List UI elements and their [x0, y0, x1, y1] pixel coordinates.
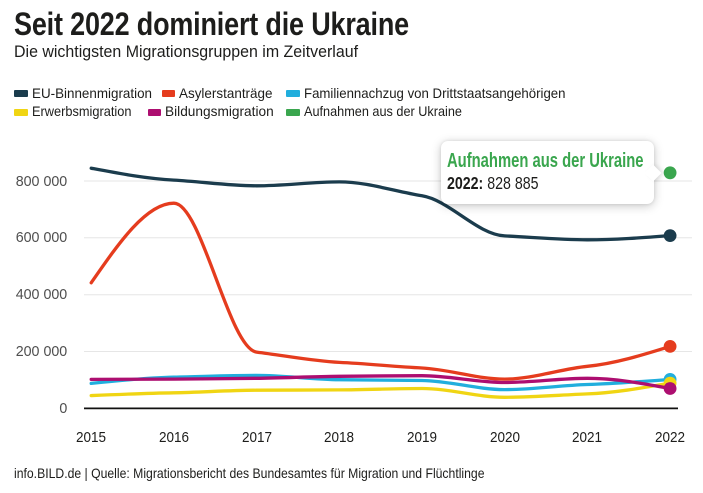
- series-line: [89, 374, 672, 391]
- legend-label: Erwerbsmigration: [31, 103, 132, 120]
- x-tick-label: 2020: [489, 428, 520, 446]
- annotation-tooltip[interactable]: Aufnahmen aus der Ukraine 2022: 828 885: [440, 140, 662, 204]
- page-subtitle: Die wichtigsten Migrationsgruppen im Zei…: [14, 43, 359, 61]
- legend-swatch: [14, 90, 28, 98]
- series-end-dot[interactable]: [663, 229, 677, 243]
- x-tick-label: 2019: [406, 428, 438, 446]
- y-tick-label: 0: [59, 399, 68, 417]
- x-tick-label: 2018: [324, 428, 355, 446]
- legend-label: Asylerstanträge: [179, 84, 273, 101]
- x-tick-label: 2021: [572, 428, 603, 446]
- source-attribution: info.BILD.de | Quelle: Migrationsbericht…: [14, 465, 485, 481]
- series-line: [89, 201, 672, 381]
- page-title: Seit 2022 dominiert die Ukraine: [14, 5, 409, 42]
- x-tick-label: 2022: [655, 428, 686, 446]
- y-tick-label: 600 000: [16, 229, 68, 247]
- tooltip-number: 828 885: [487, 173, 539, 193]
- x-tick-label: 2017: [241, 428, 272, 446]
- series-line: [89, 381, 672, 399]
- series-end-dot[interactable]: [663, 382, 677, 395]
- legend-swatch: [286, 108, 300, 116]
- series-end-dot[interactable]: [663, 166, 677, 180]
- tooltip-title: Aufnahmen aus der Ukraine: [447, 148, 644, 172]
- legend-swatch: [161, 90, 176, 98]
- legend-swatch: [147, 108, 162, 116]
- series-end-dot[interactable]: [663, 340, 677, 353]
- legend-swatch: [286, 90, 300, 98]
- legend-label: EU-Binnenmigration: [31, 84, 152, 101]
- y-tick-label: 200 000: [16, 343, 68, 361]
- tooltip-year: 2022:: [447, 173, 484, 193]
- y-tick-label: 800 000: [16, 172, 68, 190]
- y-tick-label: 400 000: [16, 286, 68, 304]
- series-line: [89, 166, 672, 242]
- legend-swatch: [14, 108, 28, 116]
- tooltip-value: 2022: 828 885: [447, 173, 560, 193]
- legend-label: Aufnahmen aus der Ukraine: [303, 103, 462, 120]
- x-tick-label: 2016: [158, 428, 189, 446]
- series-line: [89, 373, 672, 392]
- x-tick-label: 2015: [76, 428, 107, 446]
- legend-label: Familiennachzug von Drittstaatsangehörig…: [303, 84, 566, 101]
- legend-label: Bildungsmigration: [165, 103, 275, 120]
